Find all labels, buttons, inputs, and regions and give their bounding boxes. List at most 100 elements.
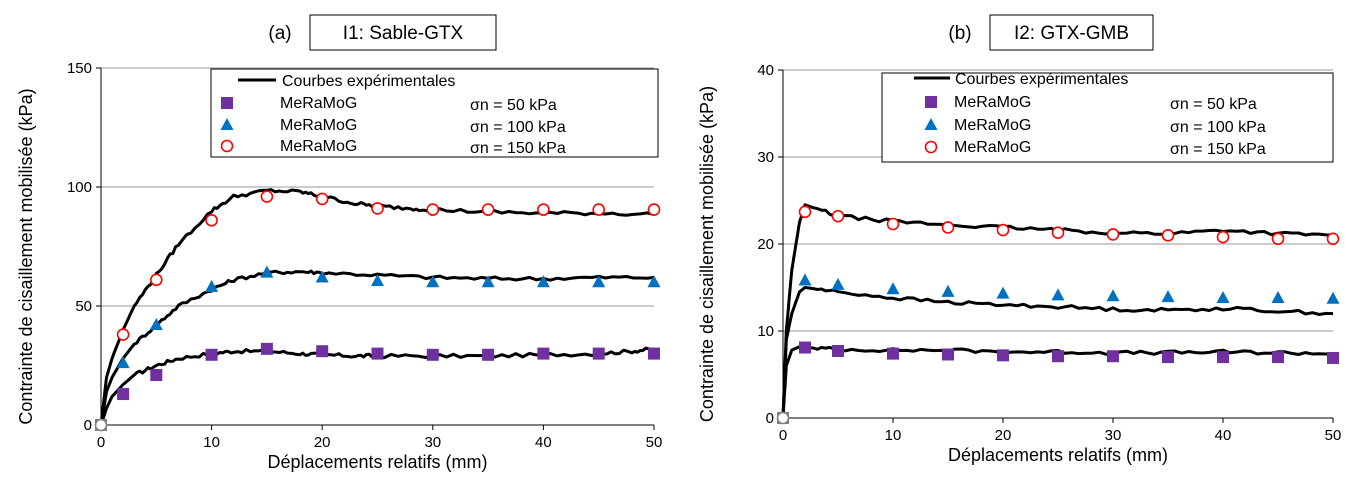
model-point-square [832, 345, 844, 358]
model-point-square [799, 341, 811, 354]
model-point-circle-open [315, 192, 329, 206]
model-point-circle-open [205, 214, 218, 227]
legend-label: MeRaMoG [280, 117, 357, 134]
chart-panel-b: 0 10 20 30 40 0 10 20 30 40 50 Déplacements relatif… [697, 14, 1342, 465]
model-point-square [1052, 350, 1064, 363]
x-tick-label: 10 [203, 434, 220, 451]
y-tick-label: 50 [75, 298, 92, 315]
legend-label: MeRaMoG [954, 139, 1031, 156]
legend-marker-triangle [220, 118, 234, 130]
legend-marker-circle-open [924, 140, 938, 154]
model-point-triangle [536, 275, 550, 288]
y-axis-title: Contrainte de cisaillement mobilisée (kP… [16, 88, 36, 424]
model-point-circle-open [1161, 229, 1175, 242]
panel-label: (a) [268, 23, 291, 44]
legend-condition: σn = 150 kPa [470, 140, 566, 157]
model-point-triangle [149, 318, 163, 331]
x-tick-label: 0 [97, 434, 105, 451]
y-tick-label: 30 [757, 149, 774, 166]
y-tick-label: 100 [67, 179, 92, 196]
x-axis-title: Déplacements relatifs (mm) [267, 452, 487, 472]
model-point-square [997, 349, 1009, 362]
y-tick-label: 0 [84, 417, 92, 434]
legend-marker-square [925, 96, 937, 108]
model-point-circle-open [1216, 230, 1230, 244]
model-point-triangle [886, 282, 900, 295]
model-point-square [371, 347, 384, 360]
model-point-circle-open [798, 205, 812, 219]
experimental-curve [99, 346, 655, 426]
title-box [309, 14, 497, 51]
y-axis-title: Contrainte de cisaillement mobilisée (kP… [697, 86, 717, 422]
x-tick-label: 30 [424, 434, 441, 451]
x-tick-label: 40 [1215, 427, 1232, 444]
legend-box [881, 72, 1334, 163]
model-point-triangle [116, 356, 130, 369]
model-point-square [1162, 351, 1174, 364]
x-tick-label: 50 [1325, 427, 1342, 444]
model-point-square [1272, 351, 1284, 364]
legend-label: MeRaMoG [280, 95, 357, 112]
model-point-circle-open [776, 411, 790, 425]
model-point-triangle [260, 265, 274, 278]
model-point-square [942, 348, 954, 361]
model-point-circle-open [116, 328, 130, 341]
model-point-circle-open [996, 223, 1010, 237]
model-point-square [1327, 351, 1339, 364]
model-point-circle-open [1106, 228, 1120, 241]
model-point-circle-open [1051, 226, 1065, 239]
legend-box [210, 68, 659, 158]
model-point-circle-open [1271, 232, 1285, 246]
model-point-circle-open [94, 418, 108, 432]
panel-label: (b) [948, 23, 971, 44]
x-tick-label: 50 [646, 434, 663, 451]
model-point-triangle [481, 275, 495, 288]
y-tick-label: 40 [757, 62, 774, 79]
y-tick-label: 10 [757, 323, 774, 340]
x-tick-label: 10 [885, 427, 902, 444]
x-tick-label: 30 [1105, 427, 1122, 444]
model-point-square [260, 342, 273, 355]
model-point-square [537, 347, 550, 360]
model-point-triangle [1106, 289, 1120, 302]
legend-label: MeRaMoG [954, 94, 1031, 111]
model-point-triangle [941, 284, 955, 297]
chart-title: I2: GTX-GMB [1014, 23, 1129, 44]
title-box [989, 14, 1154, 51]
model-point-circle-open [647, 203, 661, 216]
model-point-square [426, 348, 439, 361]
model-point-square [1217, 351, 1229, 364]
model-point-triangle [426, 275, 440, 288]
x-tick-label: 20 [995, 427, 1012, 444]
model-point-triangle [1271, 290, 1285, 303]
model-point-circle-open [371, 202, 384, 215]
legend-label: Courbes expérimentales [282, 73, 455, 90]
model-point-circle-open [260, 190, 274, 203]
model-point-circle-open [150, 273, 163, 287]
model-point-triangle [1161, 290, 1175, 303]
x-tick-label: 0 [779, 427, 787, 444]
model-point-triangle [996, 286, 1010, 299]
model-point-circle-open [426, 203, 440, 216]
model-point-square [1107, 350, 1119, 363]
model-point-circle-open [592, 203, 606, 216]
model-point-circle-open [537, 203, 550, 216]
model-point-circle-open [831, 209, 845, 223]
model-point-triangle [592, 275, 606, 288]
legend-condition: σn = 100 kPa [1170, 119, 1266, 136]
model-point-square [482, 348, 495, 361]
model-point-square [205, 348, 218, 361]
chart-title: I1: Sable-GTX [343, 23, 464, 44]
model-point-triangle [315, 270, 329, 283]
x-axis-title: Déplacements relatifs (mm) [948, 445, 1168, 465]
y-tick-label: 20 [757, 236, 774, 253]
model-point-square [592, 347, 605, 360]
legend-marker-circle-open [220, 139, 234, 153]
legend-marker-triangle [924, 118, 938, 130]
model-point-triangle [1326, 291, 1340, 304]
model-point-square [150, 369, 163, 382]
legend-condition: σn = 100 kPa [470, 119, 566, 136]
model-point-triangle [205, 279, 219, 292]
model-point-triangle [831, 277, 845, 290]
